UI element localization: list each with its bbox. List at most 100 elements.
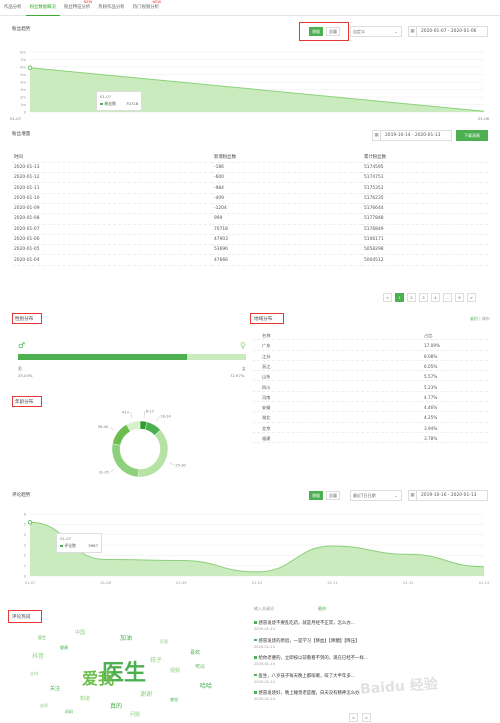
hotwords-title: 评论热词 <box>12 615 31 620</box>
region-name: 四川 <box>262 384 271 390</box>
highlight-box <box>12 313 42 324</box>
region-header: 名称 占比 <box>252 330 488 341</box>
tab-hot-videos[interactable]: 热门视频分析 NEW <box>132 0 162 10</box>
table-cell: 5058298 <box>362 244 488 256</box>
total-button[interactable]: 总量 <box>326 27 340 36</box>
y-tick-label: 4m <box>20 80 26 84</box>
table-cell: 2020-01-07 <box>12 224 212 235</box>
y-tick-label: 3m <box>20 88 26 92</box>
series-line <box>29 521 485 573</box>
table-cell: 70718 <box>212 224 362 235</box>
male-label: 男 <box>18 366 22 371</box>
page-button[interactable]: < <box>383 293 392 302</box>
region-row: 福建 3.78% <box>252 433 488 444</box>
word-cloud-word: 可以 <box>195 664 206 670</box>
female-icon: ♀ <box>240 341 246 350</box>
bullet-icon <box>254 621 257 624</box>
word-cloud-word: 谢谢 <box>140 691 153 698</box>
tab-fans-overview[interactable]: 粉丝数据概况 <box>25 0 60 16</box>
page-button[interactable]: ... <box>443 293 452 302</box>
word-cloud-word: 视频 <box>170 668 181 674</box>
x-tick-label: 01-13 <box>479 581 489 585</box>
news-item[interactable]: 给你老婆的，立即按以前看看不到的，现在已经不一样... 2020-01-14 <box>254 655 494 666</box>
tab-fans-features[interactable]: 粉丝特征分析 NEW <box>63 0 93 10</box>
province-toggle[interactable]: 省份 <box>470 316 478 321</box>
incr-button[interactable]: 增量 <box>309 27 323 36</box>
bullet-icon <box>254 673 257 677</box>
tab-hot-works[interactable]: 热粉作品分析 <box>98 5 125 10</box>
tab-works[interactable]: 作品分析 <box>4 5 22 10</box>
region-name: 广东 <box>262 343 271 349</box>
range-select[interactable]: 最近7日日期 ⌄ <box>350 490 402 501</box>
region-name: 北京 <box>262 425 271 431</box>
news-item[interactable]: 感冒发烧不要乱吃药，就是月经不正常，怎么办... 2020-01-14 <box>254 620 494 631</box>
prev-page-button[interactable]: < <box>349 713 358 722</box>
date-range-picker[interactable]: ▦ 2019-10-16 - 2020-01-13 <box>408 490 488 501</box>
word-cloud-word: 问题 <box>130 712 141 718</box>
table-row: 2020-01-13 -186 5174595 <box>12 162 488 174</box>
region-pct: 6.05% <box>424 363 438 369</box>
highlight-box <box>299 22 349 41</box>
label-leader <box>168 462 175 466</box>
label-leader <box>130 412 133 419</box>
table-cell: -409 <box>212 193 362 204</box>
y-tick-label: 1m <box>20 103 26 107</box>
city-toggle[interactable]: 城市 <box>481 316 490 321</box>
y-tick-label: 5m <box>20 73 26 77</box>
word-cloud-word: 哈哈 <box>200 683 213 690</box>
news-date: 2020-01-14 <box>254 644 275 649</box>
page-button[interactable]: 4 <box>431 293 440 302</box>
total-button[interactable]: 总量 <box>326 491 340 500</box>
word-cloud-big2: 爱我 <box>82 669 115 688</box>
news-item[interactable]: 感冒发烧好，晚上睡觉老是醒，白天没有精神怎么办 2020-01-14 <box>254 690 494 701</box>
growth-date-picker[interactable]: ▦ 2019-10-14 - 2020-01-13 <box>372 130 452 141</box>
region-row: 河南 4.77% <box>252 392 488 403</box>
col-header: 新增粉丝数 <box>212 152 362 163</box>
page-button[interactable]: 9 <box>455 293 464 302</box>
col-header: 名称 <box>262 333 271 338</box>
news-item[interactable]: 感冒发烧的原因，一是学习【降血】【降糖】【降压】 2020-01-14 <box>254 638 494 649</box>
news-tab-hot[interactable]: 最热 <box>318 606 326 611</box>
word-cloud: 医生 爱我 医生 中国 加油 厉害 喜欢 抖音 健康 视频 哈哈 支持 关注 谢谢 感觉 知道 真的 老师 可以… <box>20 625 240 720</box>
x-tick-end: 01-06 <box>478 116 490 121</box>
y-tick-label: 8m <box>20 50 26 54</box>
page-button[interactable]: 1 <box>395 293 404 302</box>
word-cloud-word: 健康 <box>60 645 68 650</box>
trend-title: 粉丝趋势 <box>12 27 31 32</box>
page-button[interactable]: 2 <box>407 293 416 302</box>
growth-table: 时间 新增粉丝数 累计粉丝数 2020-01-13 -186 5174595 2020… <box>12 152 488 266</box>
slice-label: 6-17 <box>146 410 154 414</box>
news-date: 2020-01-14 <box>254 627 275 631</box>
word-cloud-word: 真的 <box>110 703 123 710</box>
y-tick-label: 0 <box>24 110 27 114</box>
slice-label: 36-40 <box>98 425 109 429</box>
table-cell: 47903 <box>212 234 362 246</box>
x-tick-start: 01-07 <box>10 116 22 121</box>
news-text: 感冒发烧的原因，一是学习【降血】【降糖】【降压】 <box>258 638 360 644</box>
news-item[interactable]: 医生，八岁孩子每天晚上都咳嗽，咳了大半年多... 2020-01-14 <box>254 673 494 684</box>
region-pct: 4.25% <box>424 415 438 421</box>
table-cell: 47666 <box>212 254 362 266</box>
gender-title: 性别分布 <box>15 317 34 322</box>
x-tick-label: 01-10 <box>252 581 263 585</box>
next-page-button[interactable]: > <box>362 713 371 722</box>
news-search[interactable]: 输入关键词 <box>254 606 274 611</box>
news-text: 感冒发烧不要乱吃药，就是月经不正常，怎么办... <box>258 621 355 626</box>
region-toggle: 省份 | 城市 <box>470 316 490 321</box>
region-pct: 5.23% <box>424 384 438 390</box>
word-cloud-big: 医生 <box>102 661 147 686</box>
news-text: 医生，八岁孩子每天晚上都咳嗽，咳了大半年多... <box>258 673 355 679</box>
table-row: 2020-01-11 -984 5175351 <box>12 182 488 194</box>
calendar-icon: ▦ <box>409 491 417 500</box>
page-button[interactable]: 3 <box>419 293 428 302</box>
range-select[interactable]: 自定义 ⌄ <box>350 26 402 37</box>
table-header-row: 时间 新增粉丝数 累计粉丝数 <box>12 152 488 163</box>
word-cloud-word: 老师 <box>40 703 48 708</box>
incr-button[interactable]: 增量 <box>309 491 323 500</box>
download-table-button[interactable]: 下载表格 <box>456 130 488 141</box>
region-pct: 4.77% <box>424 394 438 400</box>
table-cell: -984 <box>212 182 362 194</box>
comment-trend-title: 评论趋势 <box>12 493 31 498</box>
page-button[interactable]: > <box>467 293 476 302</box>
date-range-picker[interactable]: ▦ 2020-01-07 - 2020-01-06 <box>408 26 488 37</box>
